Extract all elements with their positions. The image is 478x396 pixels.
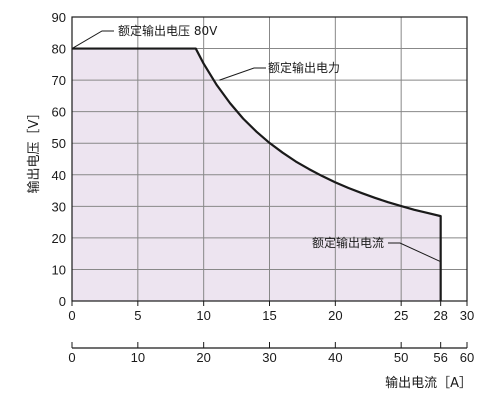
x-tick-label-10: 10	[196, 308, 210, 323]
x-tick-label-30: 30	[460, 308, 474, 323]
y-tick-label-70: 70	[52, 73, 66, 88]
x2-tick-label-10: 10	[131, 350, 145, 365]
voltage-leader	[72, 31, 114, 49]
x-tick-label-20: 20	[328, 308, 342, 323]
y-tick-label-60: 60	[52, 105, 66, 120]
annotation-rated-power: 额定输出电力	[268, 60, 340, 75]
y-tick-label-40: 40	[52, 168, 66, 183]
x-axis-title: 输出电流［A］	[385, 375, 472, 391]
x-tick-label-28: 28	[433, 308, 447, 323]
x-tick-label-15: 15	[262, 308, 276, 323]
x2-tick-label-60: 60	[460, 350, 474, 365]
y-tick-label-20: 20	[52, 231, 66, 246]
y-axis-title: 输出电压［V］	[26, 107, 42, 194]
power-leader	[219, 68, 266, 80]
x2-tick-label-56: 56	[433, 350, 447, 365]
x2-tick-label-30: 30	[262, 350, 276, 365]
y-tick-label-0: 0	[59, 294, 66, 309]
x2-tick-label-20: 20	[196, 350, 210, 365]
x2-tick-label-0: 0	[68, 350, 75, 365]
x-tick-label-25: 25	[394, 308, 408, 323]
annotation-rated-current: 额定输出电流	[312, 235, 384, 250]
x-tick-label-0: 0	[68, 308, 75, 323]
y-tick-label-90: 90	[52, 10, 66, 25]
x2-tick-label-40: 40	[328, 350, 342, 365]
y-tick-label-30: 30	[52, 199, 66, 214]
x2-tick-label-50: 50	[394, 350, 408, 365]
annotation-rated-voltage: 额定输出电压 80V	[118, 23, 218, 38]
y-tick-label-10: 10	[52, 262, 66, 277]
y-tick-label-80: 80	[52, 42, 66, 57]
x-tick-label-5: 5	[134, 308, 141, 323]
y-tick-label-50: 50	[52, 136, 66, 151]
